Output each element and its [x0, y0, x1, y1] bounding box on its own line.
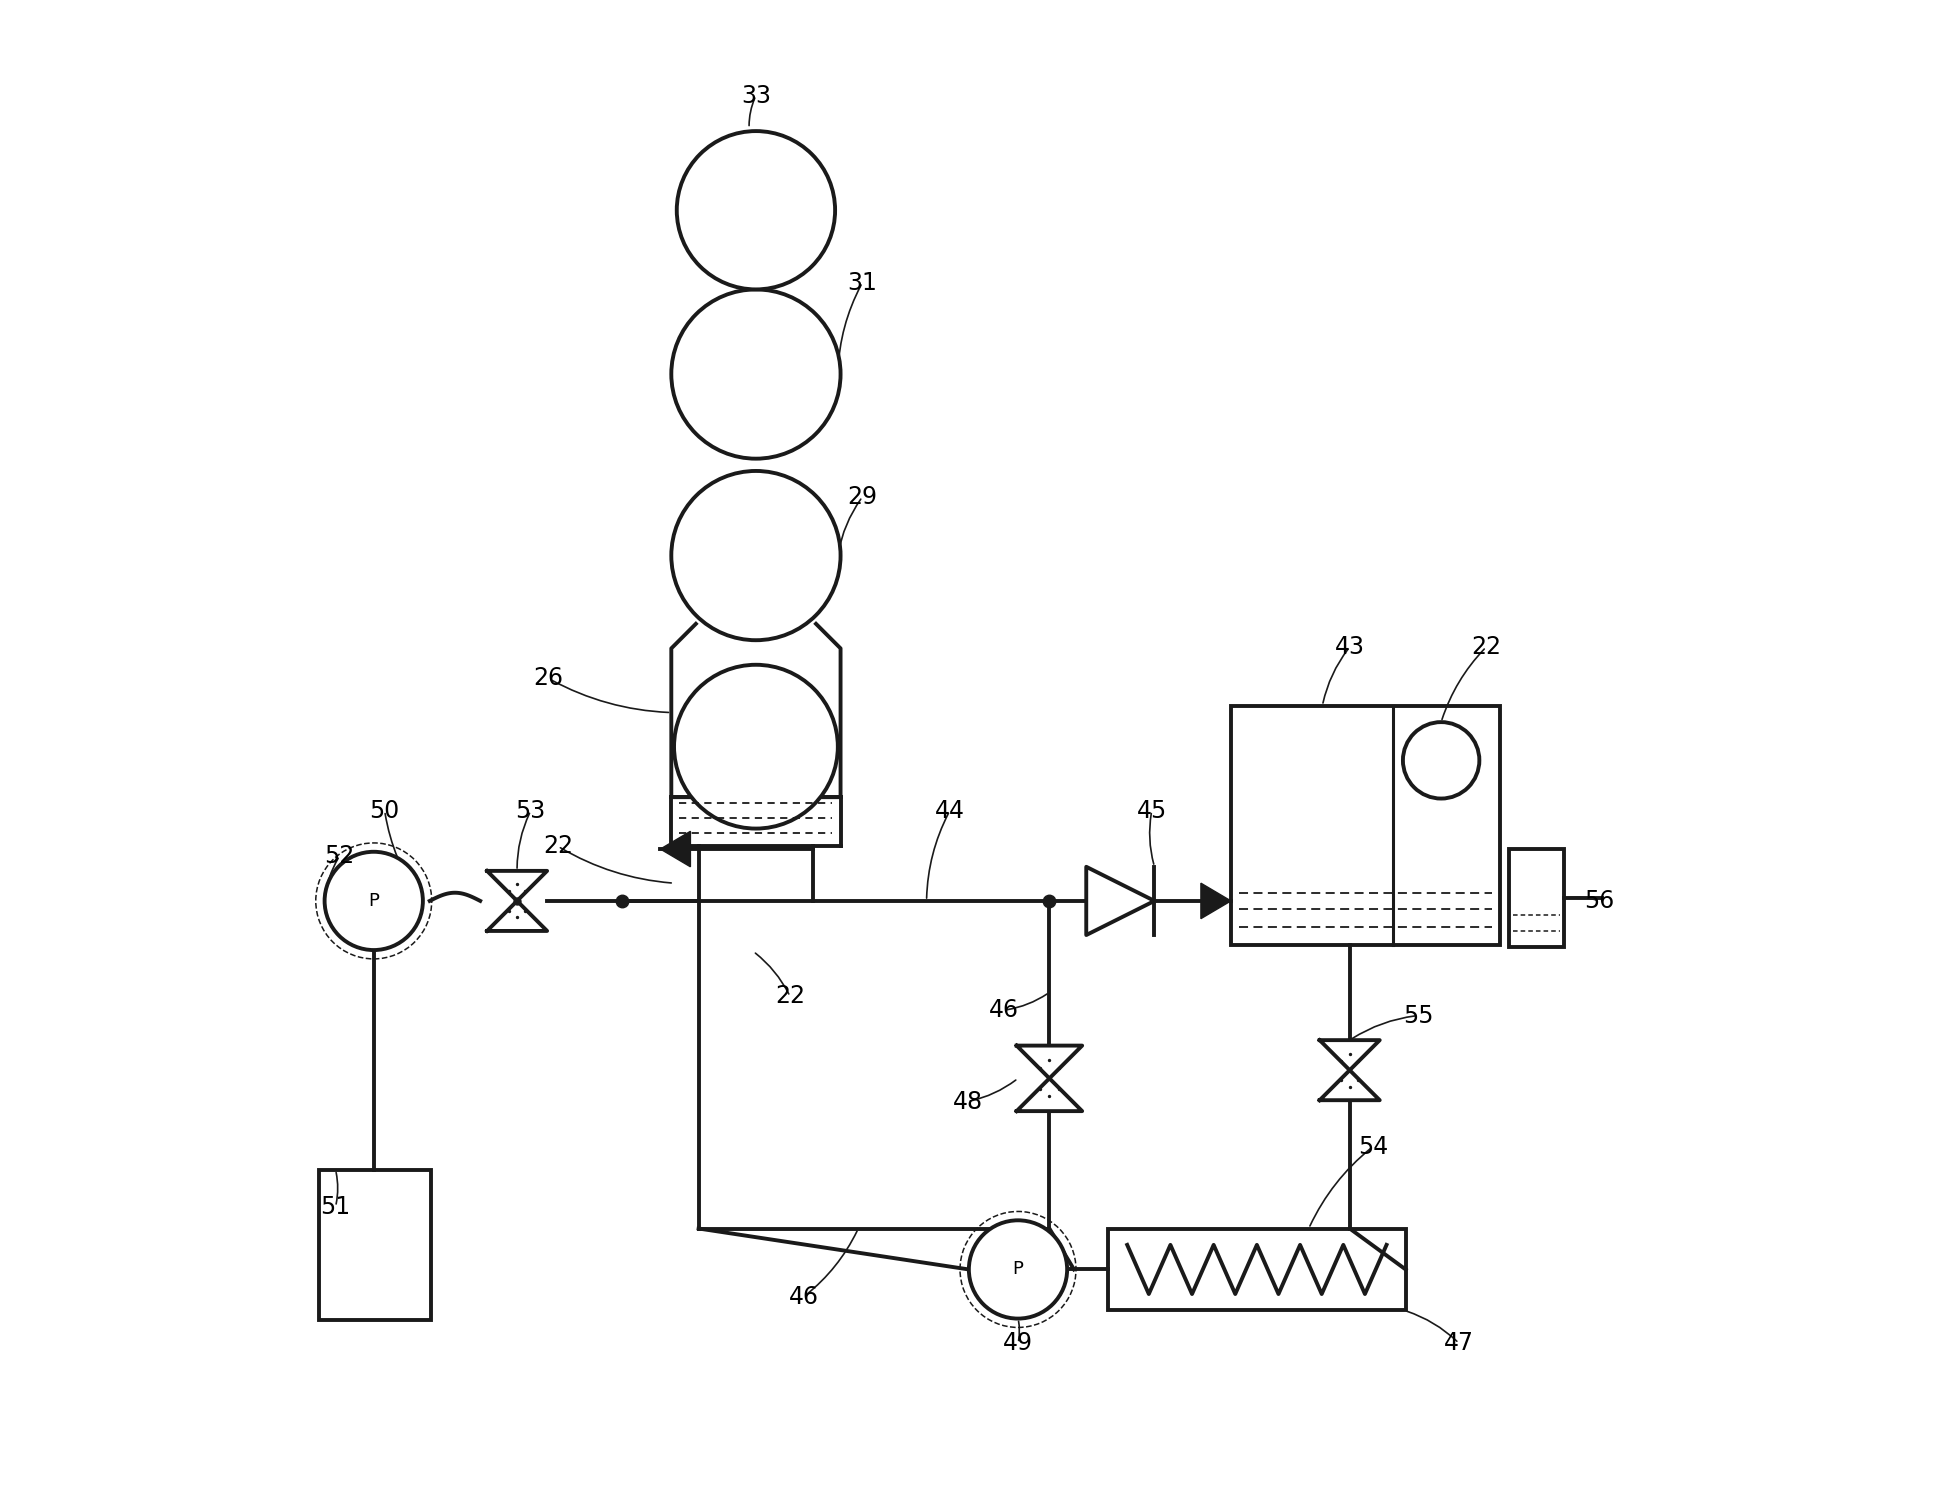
Text: 44: 44 — [935, 799, 966, 823]
Text: P: P — [368, 892, 379, 910]
Circle shape — [673, 665, 838, 829]
Text: 46: 46 — [789, 1285, 819, 1308]
Text: 50: 50 — [370, 799, 401, 823]
Polygon shape — [1016, 1079, 1082, 1111]
Text: 43: 43 — [1335, 634, 1364, 659]
Bar — [1509, 848, 1563, 948]
Text: 45: 45 — [1136, 799, 1167, 823]
Circle shape — [325, 851, 424, 949]
Text: 51: 51 — [321, 1195, 350, 1219]
Polygon shape — [488, 871, 548, 901]
Polygon shape — [1086, 867, 1155, 934]
Bar — [1109, 1228, 1405, 1311]
Text: 47: 47 — [1444, 1331, 1474, 1355]
Text: P: P — [1012, 1260, 1024, 1278]
Text: 54: 54 — [1358, 1135, 1387, 1159]
Text: 52: 52 — [325, 844, 354, 868]
Text: 22: 22 — [776, 984, 805, 1008]
Circle shape — [671, 289, 840, 458]
Circle shape — [969, 1221, 1066, 1319]
Bar — [1231, 705, 1500, 945]
Text: 49: 49 — [1002, 1331, 1033, 1355]
Text: 46: 46 — [989, 998, 1020, 1022]
Text: 22: 22 — [544, 835, 573, 859]
Text: 31: 31 — [848, 271, 877, 294]
Text: 56: 56 — [1585, 889, 1614, 913]
Text: 22: 22 — [1471, 634, 1502, 659]
Text: 55: 55 — [1403, 1004, 1434, 1028]
Circle shape — [671, 472, 840, 640]
Polygon shape — [660, 832, 691, 867]
Polygon shape — [1202, 883, 1231, 919]
Text: 33: 33 — [741, 83, 770, 107]
Polygon shape — [488, 901, 548, 931]
Text: 53: 53 — [515, 799, 546, 823]
Polygon shape — [1016, 1046, 1082, 1079]
Text: 26: 26 — [534, 666, 563, 690]
Text: 48: 48 — [952, 1090, 983, 1114]
Polygon shape — [1320, 1040, 1380, 1070]
Circle shape — [1403, 722, 1480, 799]
Polygon shape — [1320, 1070, 1380, 1100]
Bar — [319, 1169, 432, 1320]
Circle shape — [677, 131, 836, 289]
Text: 29: 29 — [848, 485, 877, 509]
